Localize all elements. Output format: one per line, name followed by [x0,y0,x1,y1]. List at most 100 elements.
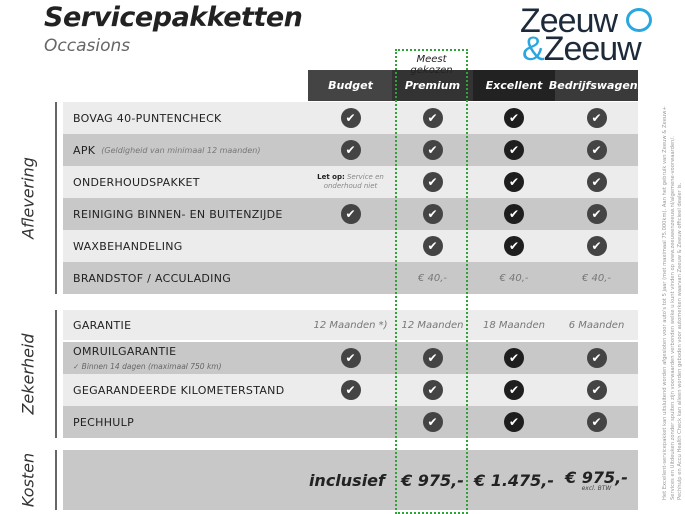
logo-z-icon [626,8,652,32]
cell-bedrijfswagens: ✔ [555,166,638,198]
row-label-text: REINIGING BINNEN- EN BUITENZIJDE [73,207,283,221]
check-icon: ✔ [504,412,524,432]
cell-excellent: ✔ [473,406,555,438]
cell-budget: Let op: Service en onderhoud niet [308,166,393,198]
cell-budget: ✔ [308,198,393,230]
cell-value: € 40,- [499,272,529,284]
check-icon: ✔ [504,204,524,224]
cell-excellent: ✔ [473,374,555,406]
check-icon: ✔ [586,172,607,192]
column-header-excellent: Excellent [473,70,555,101]
check-icon: ✔ [504,108,524,128]
zeeuw-logo: Zeeuw &Zeeuw [520,4,652,66]
price-value: € 975,- excl. BTW [565,468,628,492]
check-icon: ✔ [340,348,361,368]
check-icon: ✔ [504,380,524,400]
row-label: PECHHULP [73,406,134,438]
price-text: inclusief [308,470,385,490]
cell-bedrijfswagens: 6 Maanden [555,310,638,340]
note-bold: Let op: [317,172,345,181]
cell-premium: ✔ [392,166,473,198]
footnote-line: Services en Uitdeuken zonder spuiten zij… [669,136,676,500]
cell-bedrijfswagens: ✔ [555,374,638,406]
cell-excellent: ✔ [473,102,555,134]
cell-premium: ✔ [392,374,473,406]
cell-premium: 12 Maanden [392,310,473,340]
section-label: Aflevering [18,157,37,239]
cell-bedrijfswagens: ✔ [555,198,638,230]
cell-excellent: ✔ [473,134,555,166]
check-icon: ✔ [586,380,607,400]
row-sub-note: ✓ Binnen 14 dagen (maximaal 750 km) [73,362,222,371]
footnotes: Het Excellent-servicepakket kan uitsluit… [662,80,685,500]
footnote-line: Pechhulp en Accu Health Check kan alleen… [677,182,683,500]
cell-excellent: ✔ [473,166,555,198]
price-value: € 975,- [401,471,464,490]
price-text: € 1.475,- [473,470,555,490]
cell-budget [308,406,393,438]
check-icon: ✔ [504,172,524,192]
row-label-text: WAXBEHANDELING [73,239,183,253]
footnote-line: Het Excellent-servicepakket kan uitsluit… [662,106,668,500]
check-icon: ✔ [340,140,361,160]
check-icon: ✔ [422,140,443,160]
column-header-premium: Premium [392,70,473,101]
cell-bedrijfswagens: ✔ [555,102,638,134]
price-value: € 1.475,- [474,471,554,490]
cell-excellent: ✔ [473,342,555,374]
check-icon: ✔ [586,348,607,368]
check-icon: ✔ [586,412,607,432]
row-label: REINIGING BINNEN- EN BUITENZIJDE [73,198,283,230]
row-label-text: BRANDSTOF / ACCULADING [73,271,232,285]
cell-excellent: € 40,- [473,262,555,294]
table-row: OMRUILGARANTIE ✓ Binnen 14 dagen (maximaa… [63,342,638,374]
row-label: BOVAG 40-PUNTENCHECK [73,102,222,134]
cell-value: 12 Maanden [401,319,464,331]
price-text: € 975,- [401,470,464,490]
budget-note: Let op: Service en onderhoud niet [313,173,388,191]
check-icon: ✔ [340,380,361,400]
row-label-text: GARANTIE [73,318,132,332]
cell-bedrijfswagens: € 975,- excl. BTW [555,450,638,510]
section-label: Kosten [18,452,37,508]
section-aflevering: Aflevering [0,102,57,294]
row-label-text: GEGARANDEERDE KILOMETERSTAND [73,383,285,397]
cell-bedrijfswagens: ✔ [555,134,638,166]
check-icon: ✔ [422,172,443,192]
row-label: GEGARANDEERDE KILOMETERSTAND [73,374,284,406]
row-label-text: APK [73,143,96,157]
row-label: BRANDSTOF / ACCULADING [73,262,231,294]
page-title: Servicepakketten [44,2,303,33]
row-label-text: BOVAG 40-PUNTENCHECK [73,111,222,125]
cell-budget: ✔ [308,102,393,134]
table-row: APK (Geldigheid van minimaal 12 maanden) ✔… [63,134,638,166]
row-label: WAXBEHANDELING [73,230,183,262]
check-icon: ✔ [422,204,443,224]
row-label: OMRUILGARANTIE [73,342,176,374]
row-label: ONDERHOUDSPAKKET [73,166,200,198]
table-row: PECHHULP ✔ ✔ ✔ [63,406,638,438]
cell-budget: ✔ [308,134,393,166]
check-icon: ✔ [422,412,443,432]
price-text: € 975,- [565,468,628,487]
check-icon: ✔ [504,140,524,160]
cell-excellent: 18 Maanden [473,310,555,340]
price-value: inclusief [309,471,385,490]
table-row: WAXBEHANDELING ✔ ✔ ✔ [63,230,638,262]
column-header-bedrijfswagens: Bedrijfswagens [549,70,644,101]
row-label-note: (Geldigheid van minimaal 12 maanden) [101,145,261,155]
table-row: BRANDSTOF / ACCULADING € 40,- € 40,- € 40,- [63,262,638,294]
check-icon: ✔ [422,380,443,400]
check-icon: ✔ [586,204,607,224]
check-icon: ✔ [340,108,361,128]
cell-premium: ✔ [392,102,473,134]
cell-bedrijfswagens: ✔ [555,230,638,262]
cell-budget: ✔ [308,342,393,374]
cell-premium: € 40,- [392,262,473,294]
cell-value: 18 Maanden [483,319,545,331]
page-subtitle: Occasions [44,36,131,56]
check-icon: ✔ [586,108,607,128]
cell-budget: 12 Maanden *) [308,310,393,340]
cell-bedrijfswagens: ✔ [555,406,638,438]
row-label-text: OMRUILGARANTIE [73,345,177,358]
